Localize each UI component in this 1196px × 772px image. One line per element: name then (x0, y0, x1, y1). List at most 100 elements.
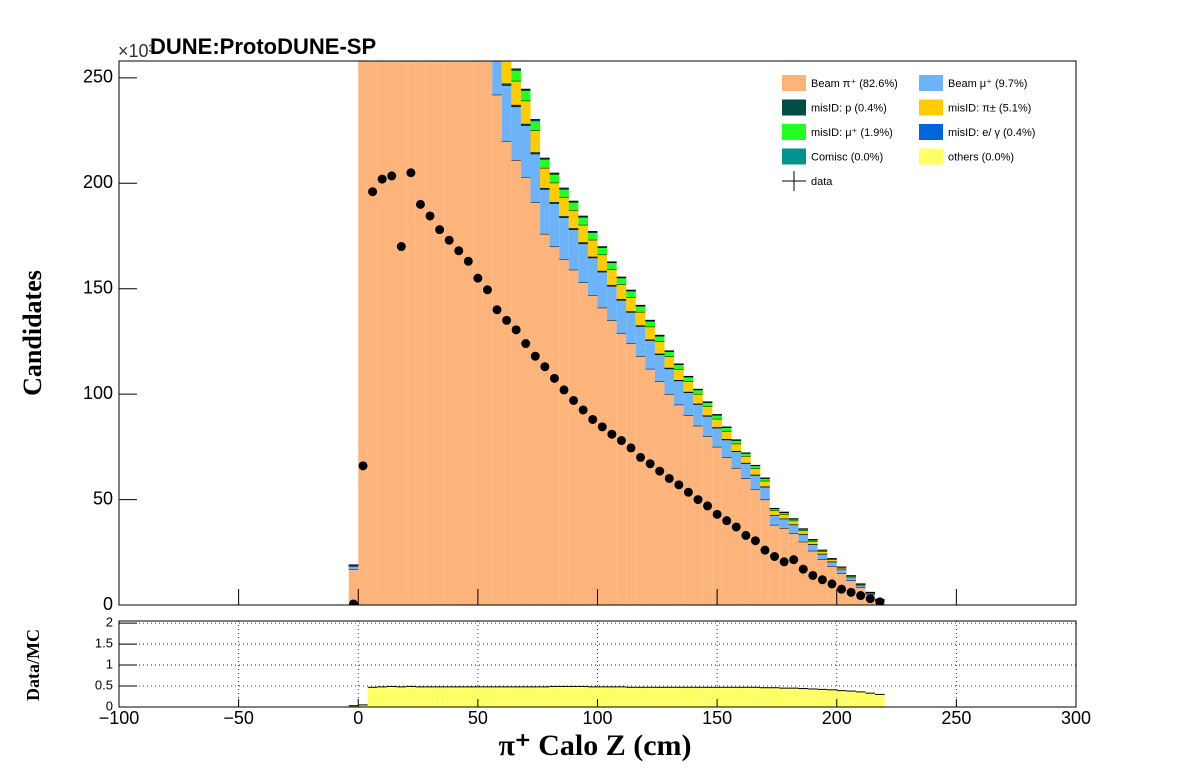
stack-bar (808, 539, 818, 542)
stack-bar (607, 285, 617, 321)
stack-bar (616, 277, 627, 285)
legend-label: misID: e/ γ (0.4%) (948, 127, 1035, 139)
stack-bar (501, 61, 512, 84)
legend-swatch (782, 99, 806, 116)
data-point (837, 584, 847, 594)
data-point (703, 501, 713, 511)
y-tick-label: 100 (83, 383, 113, 403)
data-point (473, 273, 483, 283)
data-point (750, 536, 760, 546)
stack-bar (626, 290, 636, 298)
data-point (798, 564, 808, 574)
bar (406, 686, 416, 707)
stack-bar (836, 569, 847, 574)
data-point (511, 325, 521, 335)
stack-bar (559, 259, 569, 605)
stack-bar (731, 440, 742, 444)
stack-bar (482, 61, 493, 62)
stack-bar (492, 0, 502, 4)
stack-bar (846, 577, 856, 581)
legend: Beam π⁺ (82.6%) Beam μ⁺ (9.7%) misID: p (0… (782, 75, 1035, 191)
bar (702, 687, 713, 707)
data-point (559, 385, 569, 395)
stack-bar (626, 297, 636, 312)
stack-bar (855, 585, 866, 588)
stack-bar (578, 224, 588, 243)
x-tick-label: 150 (702, 708, 732, 728)
stack-bar (635, 326, 646, 357)
stack-bar (492, 94, 502, 605)
data-point (693, 495, 703, 505)
stack-bar (511, 106, 521, 161)
data-point (817, 575, 827, 585)
stack-bar (702, 402, 713, 407)
stack-bar (348, 565, 359, 570)
bar (788, 688, 799, 707)
stack-bar (530, 202, 541, 605)
x-tick-label: 250 (941, 708, 971, 728)
stack-bar (731, 467, 742, 605)
data-point (549, 373, 559, 383)
data-point (502, 315, 512, 325)
stack-bar (712, 427, 722, 447)
stack-bar (654, 341, 665, 354)
stack-bar (683, 415, 694, 605)
stack-bar (358, 0, 368, 27)
data-point (578, 405, 588, 415)
stack-bar (721, 431, 732, 440)
stack-bar (559, 217, 569, 260)
bar (875, 694, 885, 707)
bar (798, 688, 809, 707)
stack-bar (674, 369, 684, 381)
stack-bar (702, 406, 713, 416)
bar (808, 688, 818, 707)
stack-bar (511, 70, 521, 81)
stack-bar (559, 197, 569, 217)
stack-bar (434, 61, 445, 605)
stack-bar (760, 486, 770, 500)
stack-bar (750, 475, 761, 490)
stack-bar (501, 141, 512, 605)
stack-bar (769, 508, 780, 511)
stack-bar (530, 153, 541, 203)
bar (473, 686, 483, 707)
stack-bar (425, 61, 435, 605)
bar (865, 693, 876, 707)
stack-bar (501, 85, 512, 142)
stack-bar (568, 269, 579, 605)
x-tick-label: −100 (99, 708, 140, 728)
stack-bar (482, 61, 493, 605)
y-tick-label: 50 (93, 488, 113, 508)
stack-bar (721, 427, 732, 432)
legend-label: Beam π⁺ (82.6%) (811, 78, 898, 90)
stack-bar (616, 299, 627, 301)
stack-bar (683, 381, 694, 392)
stack-bar (520, 176, 531, 605)
data-point (435, 225, 445, 235)
bar (817, 689, 828, 707)
data-point (569, 395, 579, 405)
stack-bar (453, 61, 464, 605)
legend-swatch (782, 75, 806, 91)
bar (530, 686, 541, 707)
bar (501, 686, 512, 707)
data-point (731, 522, 741, 532)
legend-label: misID: μ⁺ (1.9%) (811, 127, 893, 139)
chart-title: DUNE:ProtoDUNE-SP (150, 34, 376, 59)
data-point (741, 530, 751, 540)
bar (769, 687, 780, 707)
bar (750, 687, 761, 707)
stack-bar (798, 530, 809, 534)
stack-bar (798, 529, 809, 531)
stack-bar (587, 256, 598, 258)
data-point (540, 362, 550, 372)
stack-bar (358, 61, 368, 605)
stack-bar (827, 559, 837, 562)
stack-bar (712, 415, 722, 419)
stack-bar (779, 518, 789, 529)
stack-bar (616, 333, 627, 605)
stack-bar (377, 61, 387, 605)
stack-bar (654, 381, 665, 605)
ratio-y-axis-label: Data/MC (23, 629, 43, 701)
stack-bar (587, 295, 598, 605)
